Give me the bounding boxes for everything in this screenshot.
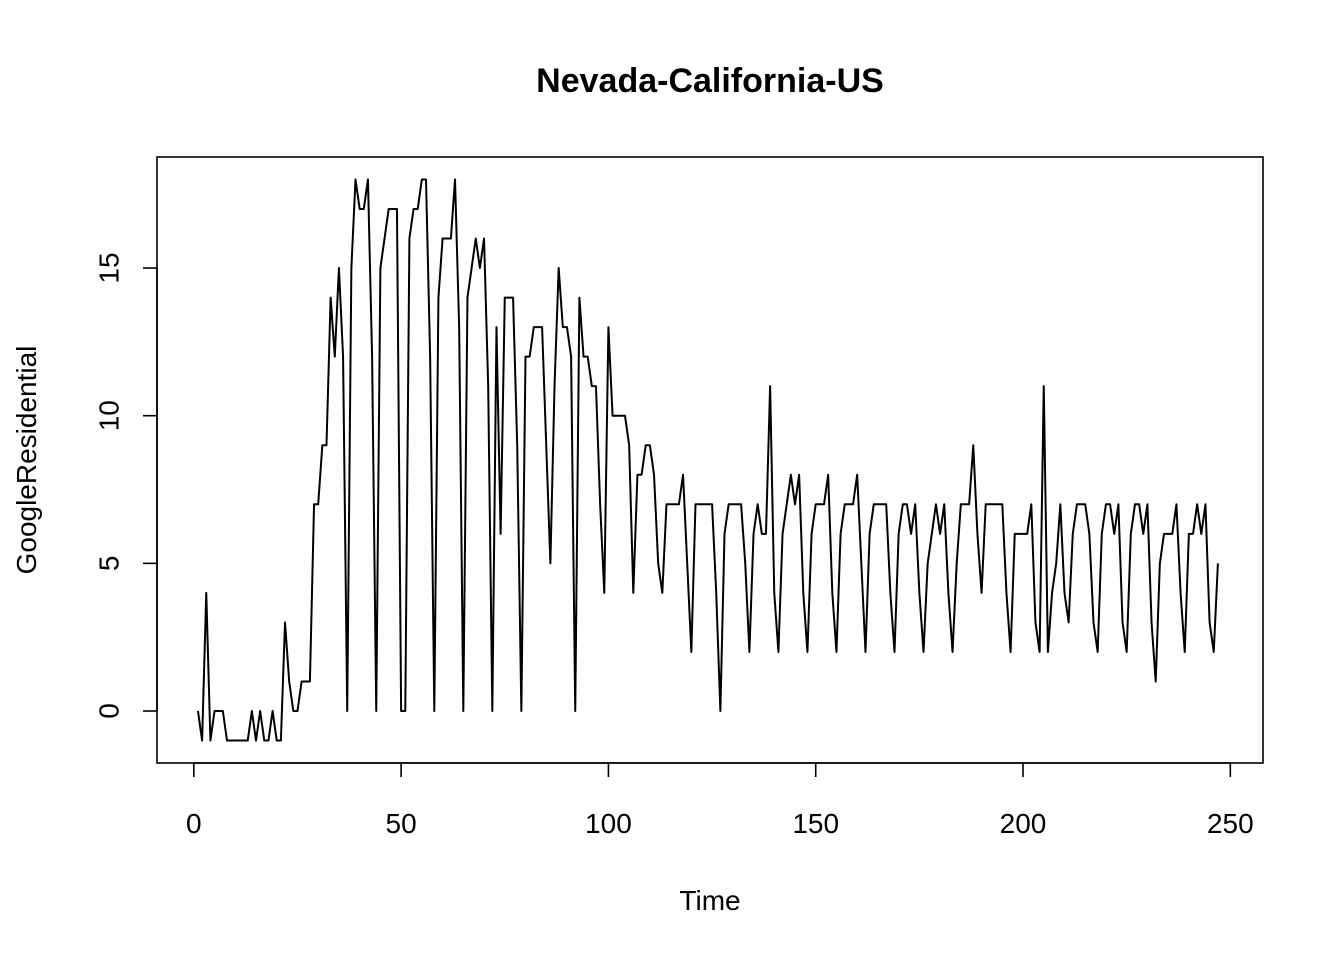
x-axis-label: Time (679, 885, 740, 916)
y-tick-label: 15 (93, 252, 124, 283)
y-axis-label: GoogleResidential (11, 346, 42, 575)
x-tick-label: 100 (585, 808, 632, 839)
series-line-google-residential (196, 178, 1219, 742)
x-tick-label: 200 (1000, 808, 1047, 839)
x-axis: 0 50 100 150 200 250 (186, 762, 1254, 839)
x-tick-label: 50 (386, 808, 417, 839)
x-tick-label: 250 (1207, 808, 1254, 839)
chart-title: Nevada-California-US (536, 62, 884, 100)
y-axis: 0 5 10 15 (93, 252, 158, 719)
plot-frame (156, 156, 1264, 764)
x-tick-label: 0 (186, 808, 202, 839)
y-tick-label: 0 (93, 703, 124, 719)
y-tick-label: 10 (93, 400, 124, 431)
y-tick-label: 5 (93, 556, 124, 572)
x-tick-label: 150 (792, 808, 839, 839)
